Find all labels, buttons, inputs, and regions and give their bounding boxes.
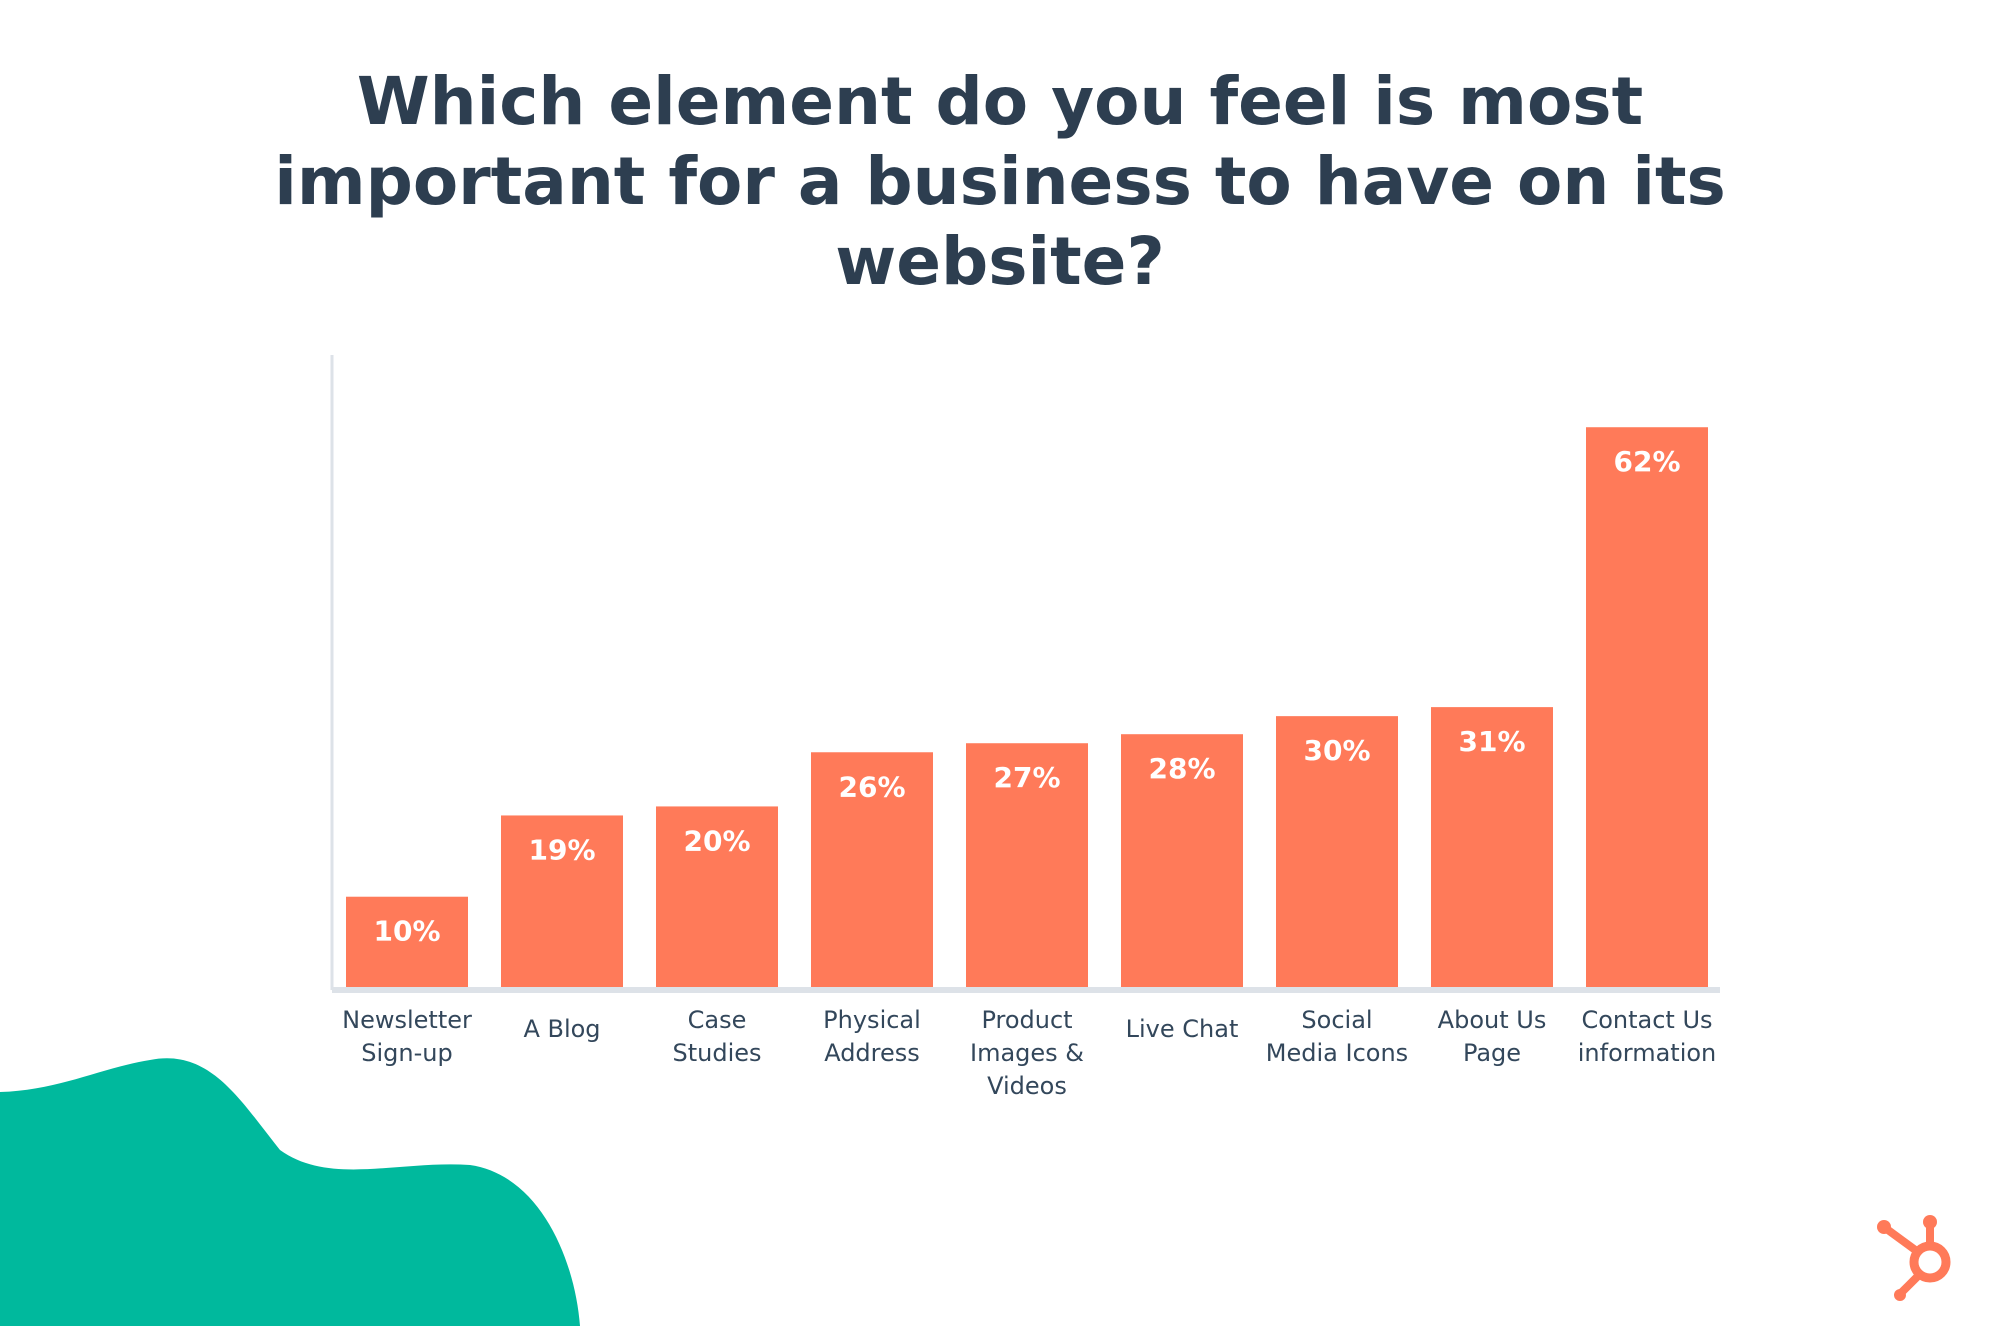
bar-6: [1276, 716, 1398, 987]
category-label-line: Media Icons: [1266, 1039, 1408, 1067]
bar-8: [1586, 427, 1708, 987]
bar-1: [501, 815, 623, 987]
category-label-4: Product Images & Videos: [970, 1006, 1084, 1100]
bar-0: [346, 896, 468, 987]
category-label-0: Newsletter Sign-up: [342, 1006, 472, 1067]
category-label-line: Physical: [823, 1006, 921, 1034]
category-label-6: Social Media Icons: [1266, 1006, 1408, 1067]
bar-7: [1431, 707, 1553, 987]
category-label-line: Case: [688, 1006, 747, 1034]
value-label-4: 27%: [993, 761, 1060, 794]
category-label-line: A Blog: [523, 1015, 600, 1043]
bar-5: [1121, 734, 1243, 987]
category-label-line: Sign-up: [361, 1039, 452, 1067]
category-label-line: Social: [1301, 1006, 1372, 1034]
category-label-line: Studies: [672, 1039, 761, 1067]
value-label-1: 19%: [528, 833, 595, 866]
teal-wave-shape: [0, 1058, 580, 1326]
category-label-line: Newsletter: [342, 1006, 472, 1034]
bar-3: [811, 752, 933, 987]
value-label-8: 62%: [1613, 445, 1680, 478]
category-label-2: Case Studies: [672, 1006, 761, 1067]
category-label-3: Physical Address: [823, 1006, 921, 1067]
category-label-line: Product: [981, 1006, 1072, 1034]
value-label-6: 30%: [1303, 734, 1370, 767]
category-label-line: Page: [1463, 1039, 1521, 1067]
chart-title-line-2: important for a business to have on its: [274, 143, 1726, 220]
hubspot-logo-icon: [1877, 1215, 1951, 1301]
chart-title-line-1: Which element do you feel is most: [356, 63, 1644, 140]
value-label-0: 10%: [373, 915, 440, 948]
bar-2: [656, 806, 778, 987]
category-label-1: A Blog: [523, 1015, 600, 1043]
category-label-line: Images &: [970, 1039, 1084, 1067]
category-label-7: About Us Page: [1438, 1006, 1547, 1067]
value-label-2: 20%: [683, 824, 750, 857]
category-label-line: information: [1578, 1039, 1717, 1067]
value-label-3: 26%: [838, 770, 905, 803]
chart-title: Which element do you feel is most import…: [200, 62, 1800, 302]
category-label-line: Videos: [987, 1072, 1067, 1100]
category-label-line: Address: [824, 1039, 920, 1067]
bar-4: [966, 743, 1088, 987]
value-label-5: 28%: [1148, 752, 1215, 785]
category-label-line: Contact Us: [1581, 1006, 1712, 1034]
category-label-line: About Us: [1438, 1006, 1547, 1034]
category-label-line: Live Chat: [1126, 1015, 1239, 1043]
value-label-7: 31%: [1458, 725, 1525, 758]
category-label-8: Contact Us information: [1578, 1006, 1717, 1067]
category-label-5: Live Chat: [1126, 1015, 1239, 1043]
chart-title-line-3: website?: [835, 223, 1165, 300]
